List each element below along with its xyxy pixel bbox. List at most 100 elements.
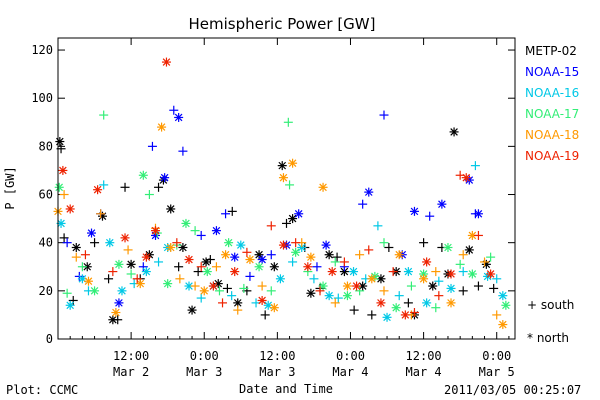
south-point (486, 252, 496, 262)
south-point (99, 110, 109, 120)
x-tick-label: 0:00 (336, 349, 365, 363)
south-point (425, 211, 435, 221)
north-point (277, 161, 287, 171)
north-point (306, 288, 316, 298)
south-point (489, 283, 499, 293)
north-point (321, 240, 331, 250)
north-point (422, 298, 432, 308)
south-point (406, 281, 416, 291)
south-point (178, 146, 188, 156)
south-point (190, 226, 200, 236)
south-point (59, 233, 69, 243)
north-point (318, 182, 328, 192)
north-point (269, 303, 279, 313)
south-point (174, 262, 184, 272)
plus-marker-icon: + (527, 298, 538, 312)
north-point (437, 199, 447, 209)
north-point (278, 240, 288, 250)
north-point (221, 250, 231, 260)
legend-metp-02: METP-02 (525, 44, 577, 58)
south-point (379, 238, 389, 248)
plot-frame (57, 37, 516, 340)
south-point (260, 310, 270, 320)
north-point (184, 255, 194, 265)
footer-timestamp: 2011/03/05 00:25:07 (444, 383, 582, 397)
south-point (373, 221, 383, 231)
north-point (114, 298, 124, 308)
south-point (123, 245, 133, 255)
south-point (154, 257, 164, 267)
north-point (464, 245, 474, 255)
legend-noaa-15: NOAA-15 (525, 65, 580, 79)
north-point (352, 281, 362, 291)
south-point (266, 286, 276, 296)
north-point (181, 218, 191, 228)
south-point (473, 281, 483, 291)
north-point (327, 267, 337, 277)
north-point (97, 211, 107, 221)
south-point (355, 286, 365, 296)
north-point (141, 252, 151, 262)
south-point (332, 252, 342, 262)
north-point (202, 267, 212, 277)
north-point (141, 267, 151, 277)
south-point (458, 267, 468, 277)
north-point (324, 250, 334, 260)
south-point (282, 218, 291, 228)
marker-legend-north: * north (527, 331, 569, 345)
south-point (169, 105, 179, 115)
south-point (288, 257, 298, 267)
north-point (428, 281, 438, 291)
south-point (309, 274, 319, 284)
south-point (62, 288, 72, 298)
south-point (367, 310, 377, 320)
x-axis-ticks: 12:00 Mar 2 0:00 Mar 3 12:00 Mar 3 0:00 Mar 4 12… (69, 38, 515, 379)
north-point (199, 286, 209, 296)
south-point (190, 281, 200, 291)
south-point (458, 250, 468, 260)
south-point (138, 262, 148, 272)
north-point (230, 252, 240, 262)
chart-title: Hemispheric Power [GW] (189, 15, 376, 33)
north-point (54, 182, 64, 192)
north-point (297, 242, 307, 252)
south-point (330, 257, 340, 267)
south-point (458, 286, 468, 296)
x-tick-label: Mar 3 (186, 365, 222, 379)
south-point (330, 298, 340, 308)
north-point (161, 57, 171, 67)
x-tick-label: 0:00 (190, 349, 219, 363)
south-point (132, 274, 142, 284)
north-point (166, 204, 176, 214)
north-point (233, 298, 243, 308)
north-point (446, 269, 456, 279)
y-tick-label: 20 (39, 284, 53, 298)
south-point (196, 293, 206, 303)
y-tick-label: 100 (31, 91, 53, 105)
north-point (294, 209, 304, 219)
south-point (384, 242, 394, 252)
south-point (227, 206, 237, 216)
north-point (291, 247, 301, 257)
south-point (120, 182, 130, 192)
south-point (455, 259, 465, 269)
south-point (193, 267, 203, 277)
south-point (431, 303, 441, 313)
south-point (409, 308, 419, 318)
south-point (480, 257, 490, 267)
south-point (349, 305, 359, 315)
north-point (498, 291, 508, 301)
south-point (245, 271, 255, 281)
north-point (83, 276, 93, 286)
x-tick-label: 0:00 (482, 349, 511, 363)
north-point (93, 185, 103, 195)
north-point (394, 250, 404, 260)
north-point (114, 259, 124, 269)
north-point (58, 165, 68, 175)
south-point (473, 230, 483, 240)
north-point (224, 238, 234, 248)
north-point (303, 262, 313, 272)
south-point (379, 286, 389, 296)
south-point (113, 315, 123, 325)
south-point (315, 286, 325, 296)
